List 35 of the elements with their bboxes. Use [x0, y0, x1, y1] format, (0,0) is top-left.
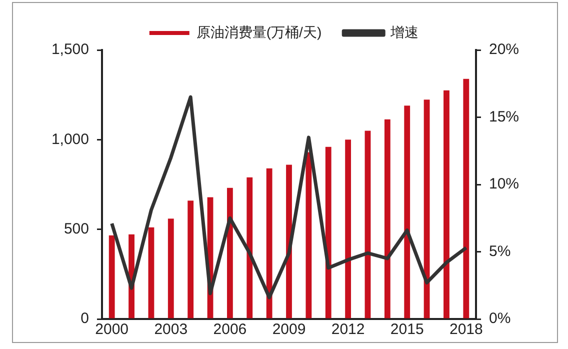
bar	[424, 100, 430, 318]
bar	[246, 177, 253, 318]
y-tick-label: 1,500	[51, 41, 89, 58]
x-tick-label: 2009	[272, 321, 306, 338]
bar	[148, 227, 154, 318]
bar	[364, 130, 371, 318]
bar	[286, 164, 292, 318]
y-tick-label: 500	[64, 220, 89, 238]
y-tick-label: 1,000	[51, 130, 89, 148]
bar	[404, 106, 410, 318]
x-tick-label: 2018	[449, 321, 483, 338]
bar	[168, 218, 174, 318]
x-tick-label: 2012	[331, 321, 365, 338]
bar	[345, 140, 352, 318]
bar	[226, 188, 233, 318]
x-tick-label: 2000	[95, 321, 129, 338]
y2-tick-label: 10%	[489, 176, 520, 193]
bar	[463, 78, 470, 318]
bar	[325, 146, 332, 318]
bar	[384, 119, 390, 318]
x-tick-label: 2006	[213, 321, 247, 338]
bar	[188, 200, 194, 318]
bar	[266, 168, 272, 318]
y2-tick-label: 5%	[489, 242, 511, 260]
y-tick-label: 0	[80, 310, 89, 328]
x-tick-label: 2003	[154, 321, 188, 338]
x-tick-label: 2015	[390, 321, 424, 338]
y2-tick-label: 20%	[489, 41, 520, 58]
y2-tick-label: 15%	[489, 108, 520, 126]
bar	[108, 235, 115, 318]
legend-label: 原油消费量(万桶/天)	[196, 24, 322, 40]
bar	[306, 152, 312, 318]
legend-label: 增速	[390, 24, 419, 40]
bar	[444, 90, 450, 318]
y2-tick-label: 0%	[489, 310, 511, 328]
